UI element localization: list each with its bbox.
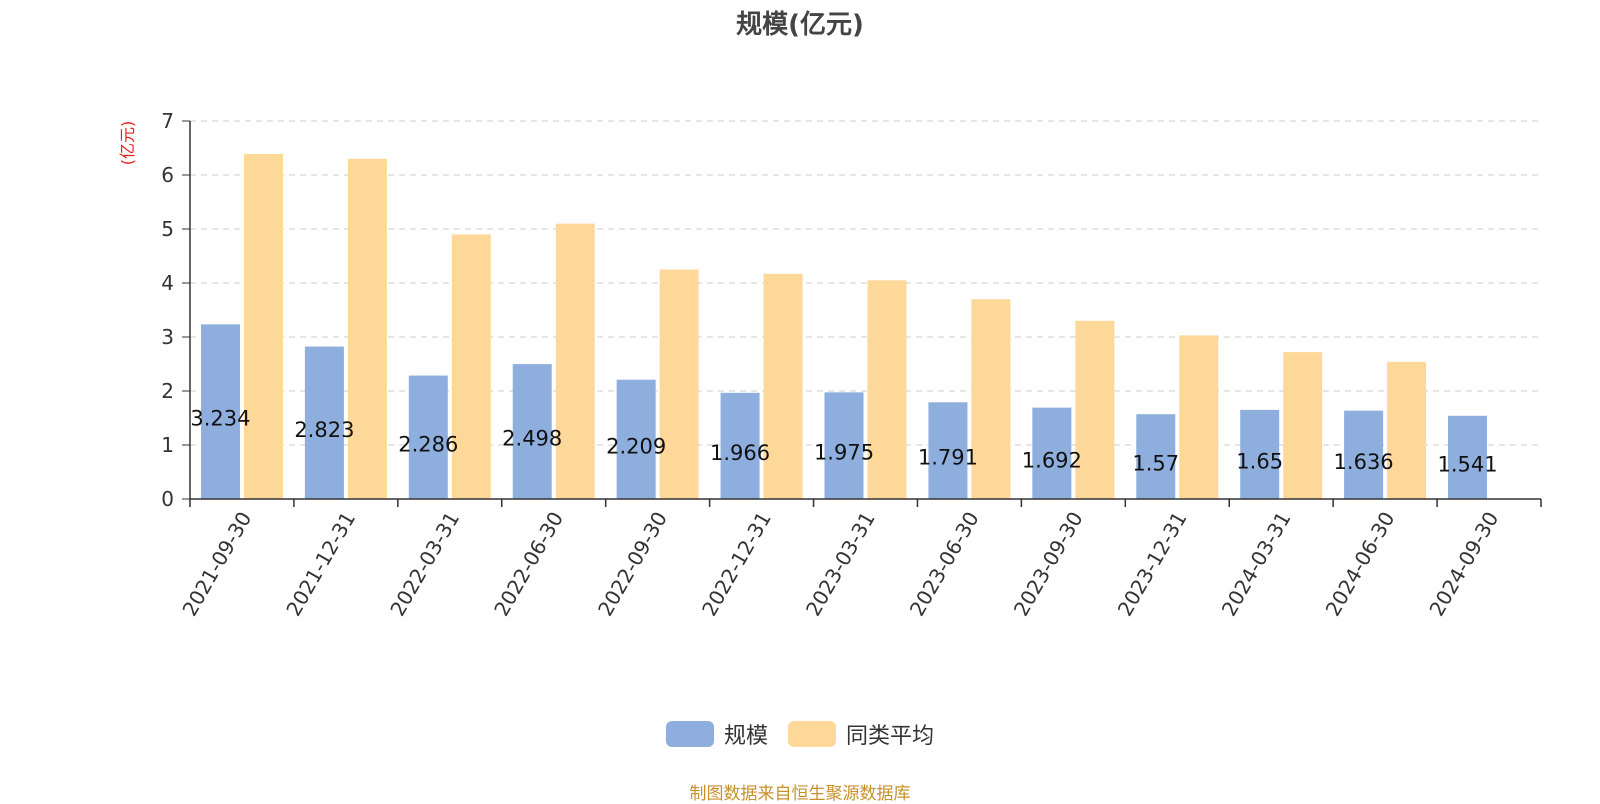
chart-title: 规模(亿元) (736, 10, 864, 40)
y-tick-label: 2 (161, 379, 174, 403)
bar-scale (1032, 407, 1072, 499)
bar-scale (304, 346, 344, 499)
source-note: 制图数据来自恒生聚源数据库 (689, 784, 911, 804)
bar-scale (720, 392, 760, 499)
x-tick-label: 2024-09-30 (1424, 508, 1503, 621)
data-label-scale: 1.975 (814, 441, 874, 465)
bar-peer-average (1075, 320, 1115, 499)
legend-label-peer-average: 同类平均 (846, 724, 935, 749)
data-label-scale: 2.498 (502, 427, 562, 451)
x-tick-label: 2022-03-31 (385, 508, 464, 621)
data-label-scale: 2.209 (606, 434, 666, 458)
bar-scale (1448, 415, 1488, 499)
bar-scale (408, 375, 448, 499)
data-label-scale: 1.966 (710, 441, 770, 465)
legend-item-scale[interactable]: 规模 (665, 718, 768, 750)
bar-scale (200, 324, 240, 499)
x-tick-label: 2021-09-30 (177, 508, 256, 621)
legend-swatch-peer-average (788, 721, 836, 747)
bar-peer-average (555, 223, 595, 499)
bar-scale (928, 402, 968, 499)
data-label-scale: 1.57 (1132, 452, 1179, 476)
bar-peer-average (1179, 335, 1219, 499)
bar-peer-average (1283, 352, 1323, 499)
bar-peer-average (347, 158, 387, 500)
y-tick-label: 0 (161, 487, 174, 511)
x-tick-label: 2024-03-31 (1217, 508, 1296, 621)
data-label-scale: 3.234 (190, 407, 250, 431)
x-tick-label: 2022-06-30 (489, 508, 568, 621)
data-label-scale: 2.823 (294, 418, 354, 442)
data-label-scale: 1.692 (1022, 448, 1082, 472)
axes (182, 120, 1542, 507)
bar-scale (824, 392, 864, 499)
bar-peer-average (451, 234, 491, 499)
x-tick-label: 2024-06-30 (1321, 508, 1400, 621)
data-label-scale: 1.65 (1236, 449, 1283, 473)
data-label-scale: 1.791 (918, 446, 978, 470)
x-tick-label: 2023-09-30 (1009, 508, 1088, 621)
x-tick-label: 2023-12-31 (1113, 508, 1192, 621)
data-label-scale: 2.286 (398, 432, 458, 456)
bar-peer-average (867, 280, 907, 499)
x-tick-label: 2023-03-31 (801, 508, 880, 621)
data-label-scale: 1.541 (1437, 452, 1497, 476)
bar-scale (512, 364, 552, 499)
bar-peer-average (659, 269, 699, 499)
y-tick-label: 7 (161, 109, 174, 133)
y-tick-label: 5 (161, 217, 174, 241)
bar-scale (1136, 414, 1176, 499)
bar-scale (616, 379, 656, 499)
bar-peer-average (971, 299, 1011, 499)
legend: 规模 同类平均 (0, 718, 1600, 750)
bar-scale (1240, 409, 1280, 499)
x-tick-label: 2022-12-31 (697, 508, 776, 621)
bars (200, 153, 1488, 500)
y-tick-label: 6 (161, 163, 174, 187)
bar-peer-average (1387, 361, 1427, 499)
bar-scale (1344, 410, 1384, 499)
legend-label-scale: 规模 (723, 724, 768, 749)
x-tick-label: 2022-09-30 (593, 508, 672, 621)
data-label-scale: 1.636 (1334, 450, 1394, 474)
legend-swatch-scale (665, 721, 714, 747)
x-tick-label: 2023-06-30 (905, 508, 984, 621)
y-axis-unit-label: (亿元) (118, 121, 137, 166)
y-tick-label: 4 (161, 271, 174, 295)
y-tick-label: 3 (161, 325, 174, 349)
bar-peer-average (243, 153, 283, 499)
x-tick-label: 2021-12-31 (281, 508, 360, 621)
y-tick-label: 1 (161, 433, 174, 457)
grid-lines (190, 120, 1541, 446)
legend-item-peer-average[interactable]: 同类平均 (788, 718, 934, 750)
bar-peer-average (763, 273, 803, 499)
